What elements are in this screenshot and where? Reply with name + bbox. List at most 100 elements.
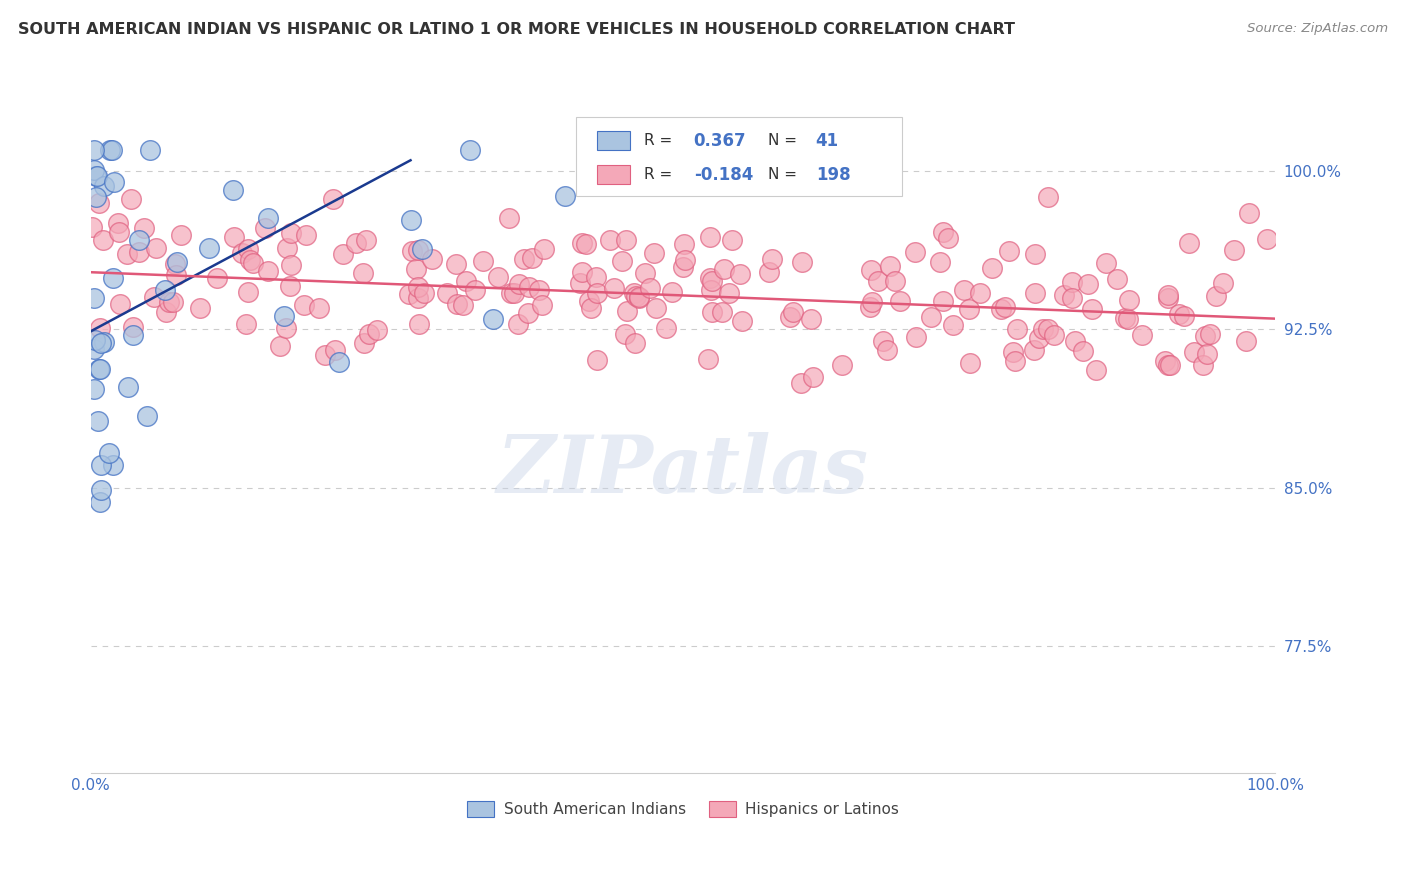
Point xyxy=(274,320,297,334)
Point xyxy=(413,286,436,301)
Point xyxy=(103,175,125,189)
Point xyxy=(1024,343,1046,358)
Point xyxy=(401,244,423,258)
Point xyxy=(761,252,783,266)
FancyBboxPatch shape xyxy=(596,131,630,151)
Point xyxy=(1024,247,1046,261)
Point xyxy=(472,253,495,268)
Point xyxy=(498,211,520,226)
Point xyxy=(506,318,529,332)
Point xyxy=(90,458,112,472)
Point xyxy=(314,348,336,362)
Point xyxy=(1199,327,1222,342)
Point xyxy=(139,143,162,157)
Point xyxy=(884,274,907,288)
Text: SOUTH AMERICAN INDIAN VS HISPANIC OR LATINO 1 OR MORE VEHICLES IN HOUSEHOLD CORR: SOUTH AMERICAN INDIAN VS HISPANIC OR LAT… xyxy=(18,22,1015,37)
Point xyxy=(730,268,752,282)
Point xyxy=(280,226,302,240)
Point xyxy=(84,190,107,204)
Point xyxy=(399,212,422,227)
Point xyxy=(1194,329,1216,343)
Point xyxy=(876,343,898,358)
Point xyxy=(108,297,131,311)
Point xyxy=(568,277,591,291)
Point xyxy=(721,233,744,247)
Point xyxy=(575,236,598,251)
Point xyxy=(406,243,429,257)
Point xyxy=(519,280,541,294)
Point xyxy=(89,361,111,376)
Point xyxy=(673,253,696,268)
Point xyxy=(1195,347,1218,361)
Point xyxy=(353,266,375,280)
Point xyxy=(858,300,880,314)
Point xyxy=(1114,310,1136,325)
Point xyxy=(83,162,105,177)
Point xyxy=(661,285,683,299)
Text: N =: N = xyxy=(768,134,803,148)
Point xyxy=(571,265,593,279)
Point xyxy=(100,143,122,157)
Point xyxy=(359,326,381,341)
Point xyxy=(932,225,955,239)
Point xyxy=(508,277,530,291)
Point xyxy=(121,319,143,334)
Point xyxy=(103,271,125,285)
Point xyxy=(717,286,740,301)
Point xyxy=(699,271,721,285)
Point xyxy=(405,262,427,277)
FancyBboxPatch shape xyxy=(596,165,630,185)
Point xyxy=(269,339,291,353)
Point xyxy=(153,283,176,297)
Point xyxy=(779,310,801,324)
Point xyxy=(1084,363,1107,377)
Point xyxy=(932,294,955,309)
Point xyxy=(1177,236,1199,251)
Point xyxy=(1256,232,1278,246)
Point xyxy=(93,335,115,350)
Point xyxy=(1053,287,1076,301)
Point xyxy=(700,283,723,297)
Point xyxy=(87,196,110,211)
Point xyxy=(697,352,720,367)
Point xyxy=(257,211,280,226)
Point xyxy=(231,245,253,260)
Point xyxy=(530,298,553,312)
Point xyxy=(446,297,468,311)
Point xyxy=(1116,311,1139,326)
Point xyxy=(406,291,429,305)
Point xyxy=(554,188,576,202)
Point xyxy=(790,376,813,391)
Point xyxy=(1157,358,1180,372)
Point xyxy=(1028,331,1050,345)
Point xyxy=(929,255,952,269)
Point xyxy=(1062,291,1084,305)
Point xyxy=(294,228,316,243)
Text: R =: R = xyxy=(644,167,678,182)
Point xyxy=(713,261,735,276)
Point xyxy=(83,382,105,396)
Point xyxy=(83,291,105,305)
Point xyxy=(366,323,388,337)
Point xyxy=(238,285,260,300)
Point xyxy=(1118,293,1140,307)
Point xyxy=(672,260,695,275)
Point xyxy=(603,281,626,295)
Point xyxy=(997,244,1019,258)
Point xyxy=(610,253,633,268)
Point xyxy=(90,336,112,351)
Point xyxy=(89,495,111,509)
Point xyxy=(1042,327,1064,342)
Text: 0.367: 0.367 xyxy=(693,132,747,150)
Point xyxy=(120,192,142,206)
Text: N =: N = xyxy=(768,167,803,182)
Point xyxy=(1032,321,1054,335)
Point xyxy=(585,285,607,300)
Point xyxy=(93,179,115,194)
Point xyxy=(831,358,853,372)
Point xyxy=(328,355,350,369)
Point xyxy=(86,169,108,183)
Point xyxy=(994,300,1017,314)
Point xyxy=(332,246,354,260)
Point xyxy=(623,335,645,350)
